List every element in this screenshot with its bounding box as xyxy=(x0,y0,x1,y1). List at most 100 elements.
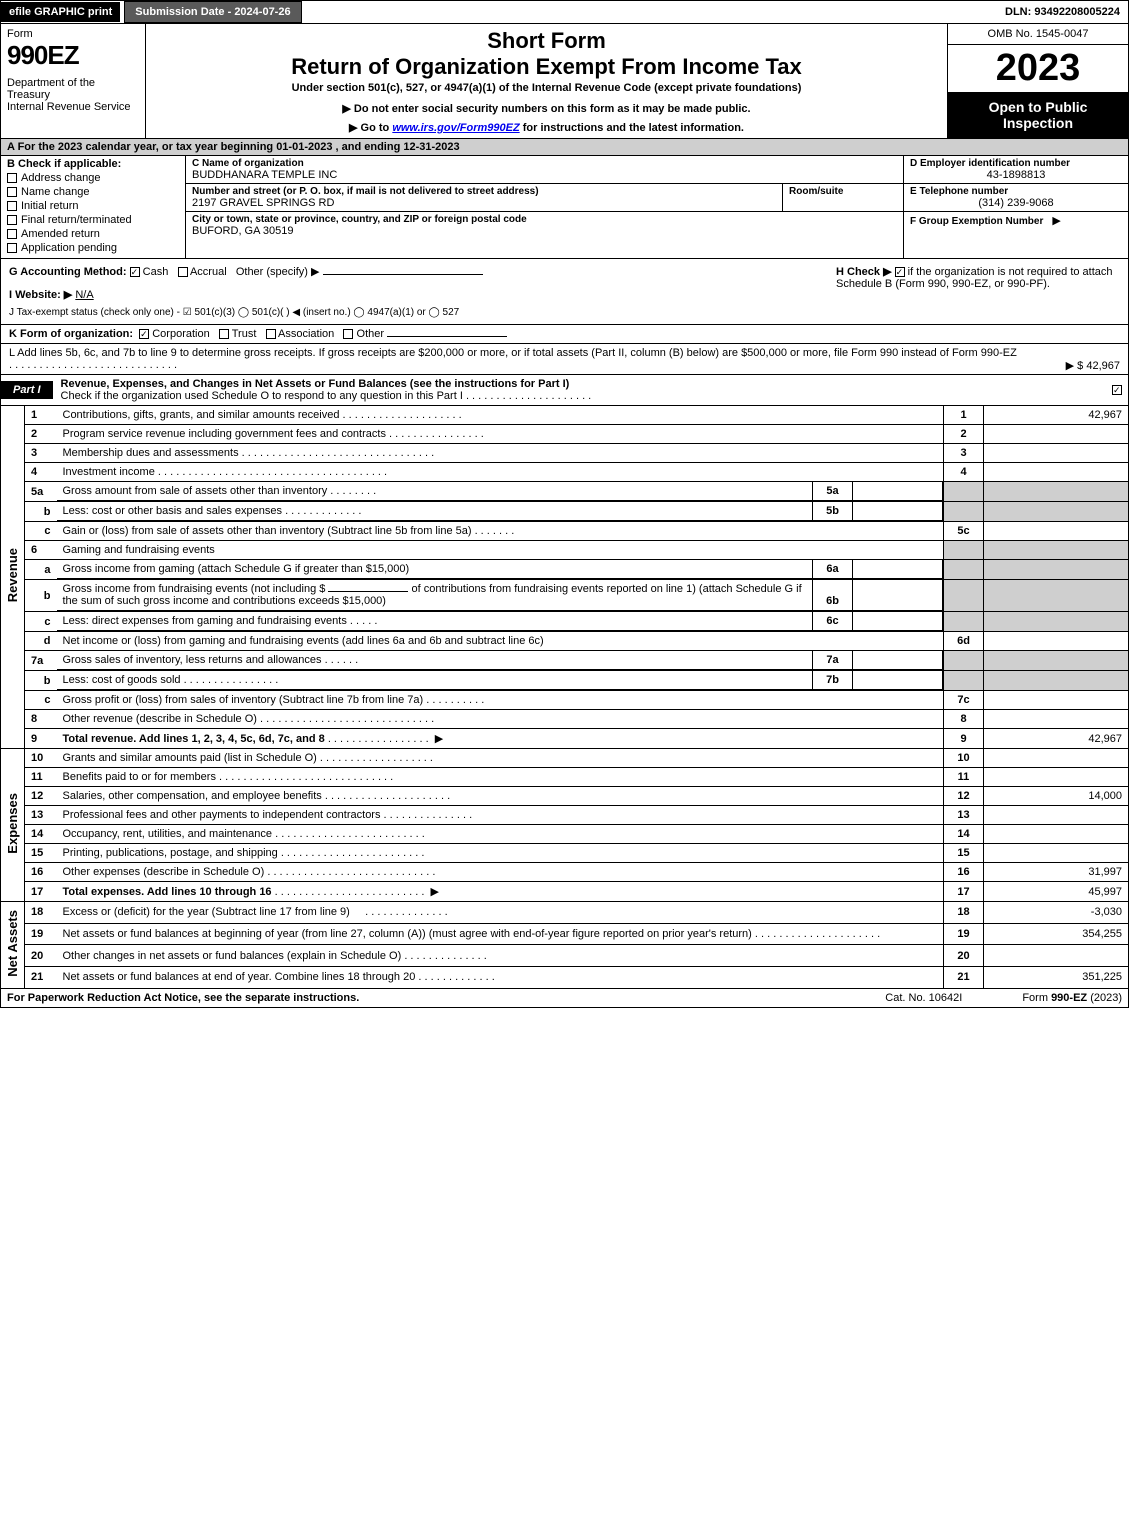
label-amended-return: Amended return xyxy=(21,228,100,240)
table-row: 17 Total expenses. Add lines 10 through … xyxy=(1,882,1129,902)
checkbox-h[interactable] xyxy=(895,267,905,277)
efile-label: efile GRAPHIC print xyxy=(1,2,120,22)
l-text: L Add lines 5b, 6c, and 7b to line 9 to … xyxy=(9,347,1017,359)
label-name-change: Name change xyxy=(21,186,90,198)
row-i: I Website: ▶ N/A xyxy=(9,288,820,301)
checkbox-address-change[interactable] xyxy=(7,173,17,183)
table-row: Expenses 10 Grants and similar amounts p… xyxy=(1,749,1129,768)
group-exempt-arrow: ▶ xyxy=(1052,215,1060,227)
h-label: H Check ▶ xyxy=(836,266,892,278)
part-i-title: Revenue, Expenses, and Changes in Net As… xyxy=(53,375,1112,405)
checkbox-association[interactable] xyxy=(266,329,276,339)
line-desc: Contributions, gifts, grants, and simila… xyxy=(57,406,944,425)
row-g: G Accounting Method: Cash Accrual Other … xyxy=(9,265,820,278)
group-exempt-label: F Group Exemption Number xyxy=(910,216,1043,227)
col-b-checkboxes: B Check if applicable: Address change Na… xyxy=(1,156,186,258)
table-row: 3 Membership dues and assessments . . . … xyxy=(1,444,1129,463)
part-i-subtitle: Check if the organization used Schedule … xyxy=(61,390,463,402)
checkbox-application-pending[interactable] xyxy=(7,243,17,253)
tel-value: (314) 239-9068 xyxy=(910,197,1122,209)
city-label: City or town, state or province, country… xyxy=(192,214,897,225)
checkbox-accrual[interactable] xyxy=(178,267,188,277)
part-i-header: Part I Revenue, Expenses, and Changes in… xyxy=(0,375,1129,406)
col-def: D Employer identification number 43-1898… xyxy=(903,156,1128,258)
line-rightnum: 1 xyxy=(944,406,984,425)
form-header: Form 990EZ Department of the Treasury In… xyxy=(0,24,1129,139)
table-row: 5a Gross amount from sale of assets othe… xyxy=(1,482,1129,502)
checkbox-cash[interactable] xyxy=(130,267,140,277)
label-cash: Cash xyxy=(143,266,169,278)
street-value: 2197 GRAVEL SPRINGS RD xyxy=(192,197,776,209)
ein-value: 43-1898813 xyxy=(910,169,1122,181)
table-row: 13 Professional fees and other payments … xyxy=(1,806,1129,825)
part-i-table: Revenue 1 Contributions, gifts, grants, … xyxy=(0,406,1129,989)
table-row: 16 Other expenses (describe in Schedule … xyxy=(1,863,1129,882)
info-grid: B Check if applicable: Address change Na… xyxy=(0,156,1129,259)
checkbox-name-change[interactable] xyxy=(7,187,17,197)
checkbox-amended-return[interactable] xyxy=(7,229,17,239)
checkbox-trust[interactable] xyxy=(219,329,229,339)
header-center: Short Form Return of Organization Exempt… xyxy=(146,24,948,138)
room-label: Room/suite xyxy=(789,186,897,197)
label-final-return: Final return/terminated xyxy=(21,214,132,226)
checkbox-initial-return[interactable] xyxy=(7,201,17,211)
netassets-side-label: Net Assets xyxy=(1,902,25,989)
tax-year: 2023 xyxy=(948,45,1128,93)
table-row: Revenue 1 Contributions, gifts, grants, … xyxy=(1,406,1129,425)
checkbox-other-org[interactable] xyxy=(343,329,353,339)
col-c-org-info: C Name of organization BUDDHANARA TEMPLE… xyxy=(186,156,903,258)
table-row: 12 Salaries, other compensation, and emp… xyxy=(1,787,1129,806)
l-amount: ▶ $ 42,967 xyxy=(1066,359,1120,372)
checkbox-schedule-o[interactable] xyxy=(1112,385,1122,395)
dept-label: Department of the Treasury Internal Reve… xyxy=(7,77,139,113)
g-label: G Accounting Method: xyxy=(9,266,127,278)
section-ghij: G Accounting Method: Cash Accrual Other … xyxy=(0,259,1129,325)
label-initial-return: Initial return xyxy=(21,200,78,212)
line-num: 1 xyxy=(25,406,57,425)
tel-label: E Telephone number xyxy=(910,186,1122,197)
title-main: Return of Organization Exempt From Incom… xyxy=(154,54,939,80)
table-row: 9 Total revenue. Add lines 1, 2, 3, 4, 5… xyxy=(1,729,1129,749)
table-row: 20 Other changes in net assets or fund b… xyxy=(1,945,1129,967)
label-other-org: Other xyxy=(357,328,385,340)
table-row: a Gross income from gaming (attach Sched… xyxy=(1,560,1129,580)
expenses-side-label: Expenses xyxy=(1,749,25,902)
row-a-tax-year: A For the 2023 calendar year, or tax yea… xyxy=(0,139,1129,156)
submission-date: Submission Date - 2024-07-26 xyxy=(124,1,301,23)
checkbox-final-return[interactable] xyxy=(7,215,17,225)
checkbox-corporation[interactable] xyxy=(139,329,149,339)
org-name-label: C Name of organization xyxy=(192,158,897,169)
dln-label: DLN: 93492208005224 xyxy=(997,2,1128,22)
footer-formref: Form 990-EZ (2023) xyxy=(1022,992,1122,1004)
table-row: 4 Investment income . . . . . . . . . . … xyxy=(1,463,1129,482)
table-row: 7a Gross sales of inventory, less return… xyxy=(1,651,1129,671)
table-row: d Net income or (loss) from gaming and f… xyxy=(1,632,1129,651)
table-row: c Gross profit or (loss) from sales of i… xyxy=(1,691,1129,710)
label-accrual: Accrual xyxy=(190,266,227,278)
omb-number: OMB No. 1545-0047 xyxy=(948,24,1128,45)
i-label: I Website: ▶ xyxy=(9,289,72,301)
irs-link[interactable]: www.irs.gov/Form990EZ xyxy=(392,122,519,134)
fundraising-amount-line xyxy=(328,591,408,592)
other-org-line xyxy=(387,336,507,337)
part-i-tab: Part I xyxy=(1,381,53,399)
label-trust: Trust xyxy=(232,328,257,340)
label-other-specify: Other (specify) ▶ xyxy=(236,266,320,278)
ssn-warning: ▶ Do not enter social security numbers o… xyxy=(154,102,939,115)
label-corporation: Corporation xyxy=(152,328,209,340)
footer-catno: Cat. No. 10642I xyxy=(885,992,962,1004)
goto-suffix: for instructions and the latest informat… xyxy=(520,122,744,134)
top-bar: efile GRAPHIC print Submission Date - 20… xyxy=(0,0,1129,24)
col-b-label: B Check if applicable: xyxy=(7,158,179,170)
ein-label: D Employer identification number xyxy=(910,158,1122,169)
open-to-public: Open to Public Inspection xyxy=(948,93,1128,138)
table-row: 11 Benefits paid to or for members . . .… xyxy=(1,768,1129,787)
row-k: K Form of organization: Corporation Trus… xyxy=(0,325,1129,344)
table-row: Net Assets 18 Excess or (deficit) for th… xyxy=(1,902,1129,924)
label-application-pending: Application pending xyxy=(21,242,117,254)
table-row: c Gain or (loss) from sale of assets oth… xyxy=(1,522,1129,541)
city-value: BUFORD, GA 30519 xyxy=(192,225,897,237)
row-j: J Tax-exempt status (check only one) - ☑… xyxy=(9,307,820,318)
header-right: OMB No. 1545-0047 2023 Open to Public In… xyxy=(948,24,1128,138)
table-row: b Less: cost of goods sold . . . . . . .… xyxy=(1,671,1129,691)
